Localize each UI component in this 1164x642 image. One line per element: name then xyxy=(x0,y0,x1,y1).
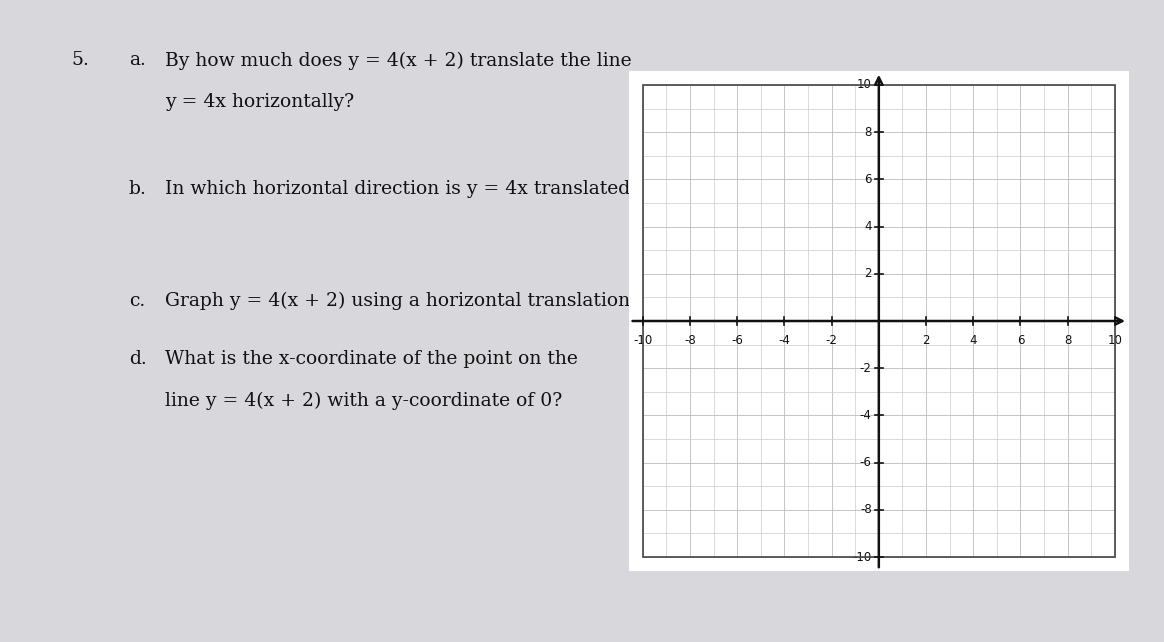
Text: 8: 8 xyxy=(1064,334,1071,347)
Text: 5.: 5. xyxy=(71,51,90,69)
Text: b.: b. xyxy=(129,180,147,198)
Text: c.: c. xyxy=(129,292,146,310)
Text: -6: -6 xyxy=(731,334,743,347)
Text: What is the x-coordinate of the point on the: What is the x-coordinate of the point on… xyxy=(165,350,579,368)
Text: -2: -2 xyxy=(825,334,838,347)
Text: 2: 2 xyxy=(922,334,930,347)
Text: 4: 4 xyxy=(864,220,872,233)
Text: 6: 6 xyxy=(864,173,872,186)
Text: -8: -8 xyxy=(860,503,872,516)
Text: 2: 2 xyxy=(864,267,872,281)
Text: -8: -8 xyxy=(684,334,696,347)
Text: By how much does y = 4(x + 2) translate the line: By how much does y = 4(x + 2) translate … xyxy=(165,51,632,69)
Text: 10: 10 xyxy=(857,78,872,91)
Text: 4: 4 xyxy=(970,334,977,347)
Text: -10: -10 xyxy=(852,551,872,564)
Text: y = 4x horizontally?: y = 4x horizontally? xyxy=(165,93,354,111)
Text: -6: -6 xyxy=(860,456,872,469)
Text: d.: d. xyxy=(129,350,147,368)
Text: -10: -10 xyxy=(633,334,652,347)
Text: -2: -2 xyxy=(860,361,872,375)
Text: Graph y = 4(x + 2) using a horizontal translation.: Graph y = 4(x + 2) using a horizontal tr… xyxy=(165,292,636,310)
Text: -4: -4 xyxy=(860,409,872,422)
Text: line y = 4(x + 2) with a y-coordinate of 0?: line y = 4(x + 2) with a y-coordinate of… xyxy=(165,392,562,410)
Text: In which horizontal direction is y = 4x translated?: In which horizontal direction is y = 4x … xyxy=(165,180,640,198)
Text: 6: 6 xyxy=(1016,334,1024,347)
Text: -4: -4 xyxy=(779,334,790,347)
Text: 10: 10 xyxy=(1107,334,1122,347)
Text: 8: 8 xyxy=(865,126,872,139)
Text: a.: a. xyxy=(129,51,146,69)
